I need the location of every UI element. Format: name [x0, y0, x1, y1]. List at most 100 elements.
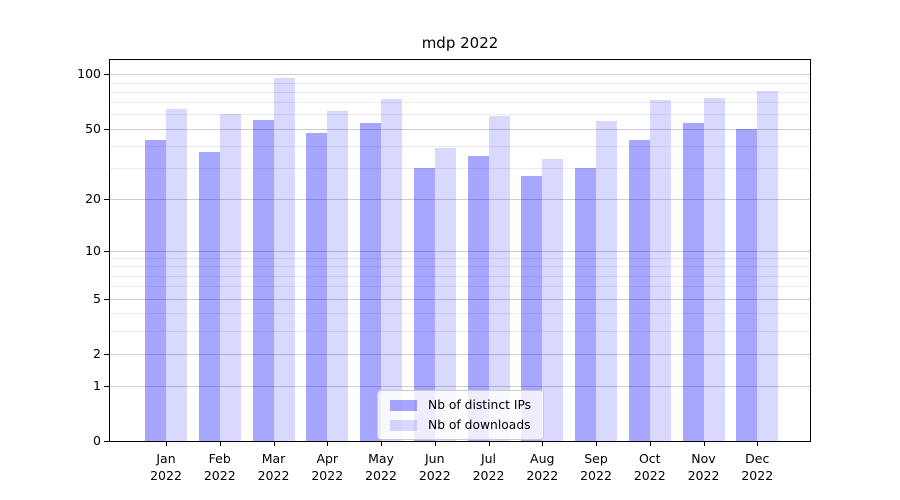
bar-downloads: [542, 158, 564, 441]
bar-distinct-ips: [575, 168, 596, 441]
bar-downloads: [381, 99, 402, 441]
x-tick-label-month: Feb: [208, 451, 231, 466]
y-gridline-major: [110, 298, 810, 300]
bar-downloads: [596, 121, 617, 441]
x-tick-label-year: 2022: [580, 468, 612, 483]
y-gridline-minor: [110, 275, 810, 277]
x-tick-label-month: Sep: [584, 451, 608, 466]
x-tick-label-month: May: [368, 451, 394, 466]
bar-downloads: [488, 115, 510, 441]
x-tick-label-month: Oct: [638, 451, 661, 466]
x-tick-label: Dec 2022: [725, 450, 789, 484]
y-tick-mark: [104, 250, 110, 252]
x-tick-mark: [273, 441, 275, 446]
x-tick-label-month: Dec: [745, 451, 770, 466]
bar-downloads: [703, 97, 725, 441]
bar-distinct-ips: [736, 128, 758, 441]
y-gridline-minor: [110, 258, 810, 260]
y-gridline-minor: [110, 114, 810, 116]
x-tick-mark: [542, 441, 544, 446]
y-gridline-major: [110, 74, 810, 76]
y-gridline-major: [110, 128, 810, 130]
legend-label-downloads: Nb of downloads: [428, 418, 531, 432]
y-gridline-major: [110, 199, 810, 201]
y-gridline-minor: [110, 91, 810, 93]
y-tick-mark: [104, 128, 110, 130]
x-tick-mark: [649, 441, 651, 446]
bar-downloads: [757, 90, 779, 441]
y-gridline-minor: [110, 266, 810, 268]
x-tick-mark: [703, 441, 705, 446]
y-gridline-minor: [110, 286, 810, 288]
x-tick-label-year: 2022: [365, 468, 397, 483]
x-tick-mark: [434, 441, 436, 446]
x-tick-label: Jan 2022: [134, 450, 198, 484]
x-tick-mark: [757, 441, 759, 446]
y-gridline-minor: [110, 82, 810, 84]
y-tick-label: 10: [85, 242, 101, 258]
y-gridline-major: [110, 250, 810, 252]
x-tick-label: Nov 2022: [672, 450, 736, 484]
legend-item-downloads: Nb of downloads: [390, 418, 531, 432]
x-tick-mark: [327, 441, 329, 446]
x-tick-label: Aug 2022: [510, 450, 574, 484]
x-tick-label-year: 2022: [633, 468, 666, 483]
bar-downloads: [166, 109, 187, 441]
plot-area: Nb of distinct IPs Nb of downloads: [109, 59, 811, 442]
y-tick-label: 100: [77, 66, 101, 82]
bar-distinct-ips: [306, 133, 328, 441]
y-gridline-minor: [110, 168, 810, 170]
x-tick-label: Feb 2022: [188, 450, 252, 484]
x-tick-label-month: Jun: [424, 451, 445, 466]
legend-label-distinct-ips: Nb of distinct IPs: [428, 398, 532, 412]
bar-distinct-ips: [413, 168, 435, 441]
x-tick-mark: [488, 441, 490, 446]
x-tick-label: Jun 2022: [403, 450, 467, 484]
bar-distinct-ips: [252, 119, 274, 441]
y-gridline-minor: [110, 313, 810, 315]
x-tick-label: May 2022: [349, 450, 413, 484]
bar-downloads: [434, 147, 456, 441]
y-tick-mark: [104, 74, 110, 76]
x-tick-label-month: Apr: [316, 451, 339, 466]
y-tick-label: 5: [93, 290, 101, 306]
chart-title: mdp 2022: [421, 34, 499, 52]
bar-downloads: [327, 110, 349, 441]
legend-swatch-downloads: [390, 419, 417, 431]
bar-distinct-ips: [628, 140, 650, 441]
x-tick-label: Sep 2022: [564, 450, 628, 484]
x-tick-label: Oct 2022: [618, 450, 682, 484]
x-tick-label-year: 2022: [472, 468, 505, 483]
x-tick-label: Apr 2022: [295, 450, 359, 484]
x-tick-label: Jul 2022: [457, 450, 521, 484]
bar-distinct-ips: [145, 140, 166, 441]
x-tick-mark: [596, 441, 597, 446]
x-tick-label-month: Jan: [156, 451, 176, 466]
bar-distinct-ips: [198, 152, 220, 441]
y-gridline-minor: [110, 145, 810, 147]
legend-item-distinct-ips: Nb of distinct IPs: [390, 398, 531, 412]
y-gridline-minor: [110, 330, 810, 332]
x-tick-label-month: Mar: [261, 451, 286, 466]
x-tick-label-year: 2022: [418, 468, 451, 483]
bar-distinct-ips: [521, 176, 543, 441]
bar-distinct-ips: [360, 122, 381, 441]
y-tick-label: 2: [93, 345, 101, 361]
y-tick-label: 1: [93, 377, 101, 393]
x-tick-label-year: 2022: [741, 468, 774, 483]
x-tick-label-year: 2022: [203, 468, 236, 483]
x-tick-label-year: 2022: [257, 468, 290, 483]
x-tick-mark: [219, 441, 221, 446]
bar-downloads: [219, 114, 241, 441]
y-tick-label: 20: [85, 191, 101, 207]
x-tick-label-month: Aug: [530, 451, 555, 466]
x-tick-label-year: 2022: [311, 468, 344, 483]
y-tick-mark: [104, 199, 110, 201]
bar-downloads: [649, 100, 671, 441]
x-tick-label-month: Nov: [691, 451, 716, 466]
y-tick-mark: [104, 441, 110, 442]
y-tick-mark: [104, 353, 110, 355]
x-tick-label-year: 2022: [687, 468, 720, 483]
y-tick-mark: [104, 298, 110, 300]
x-tick-label-month: Jul: [480, 451, 497, 466]
